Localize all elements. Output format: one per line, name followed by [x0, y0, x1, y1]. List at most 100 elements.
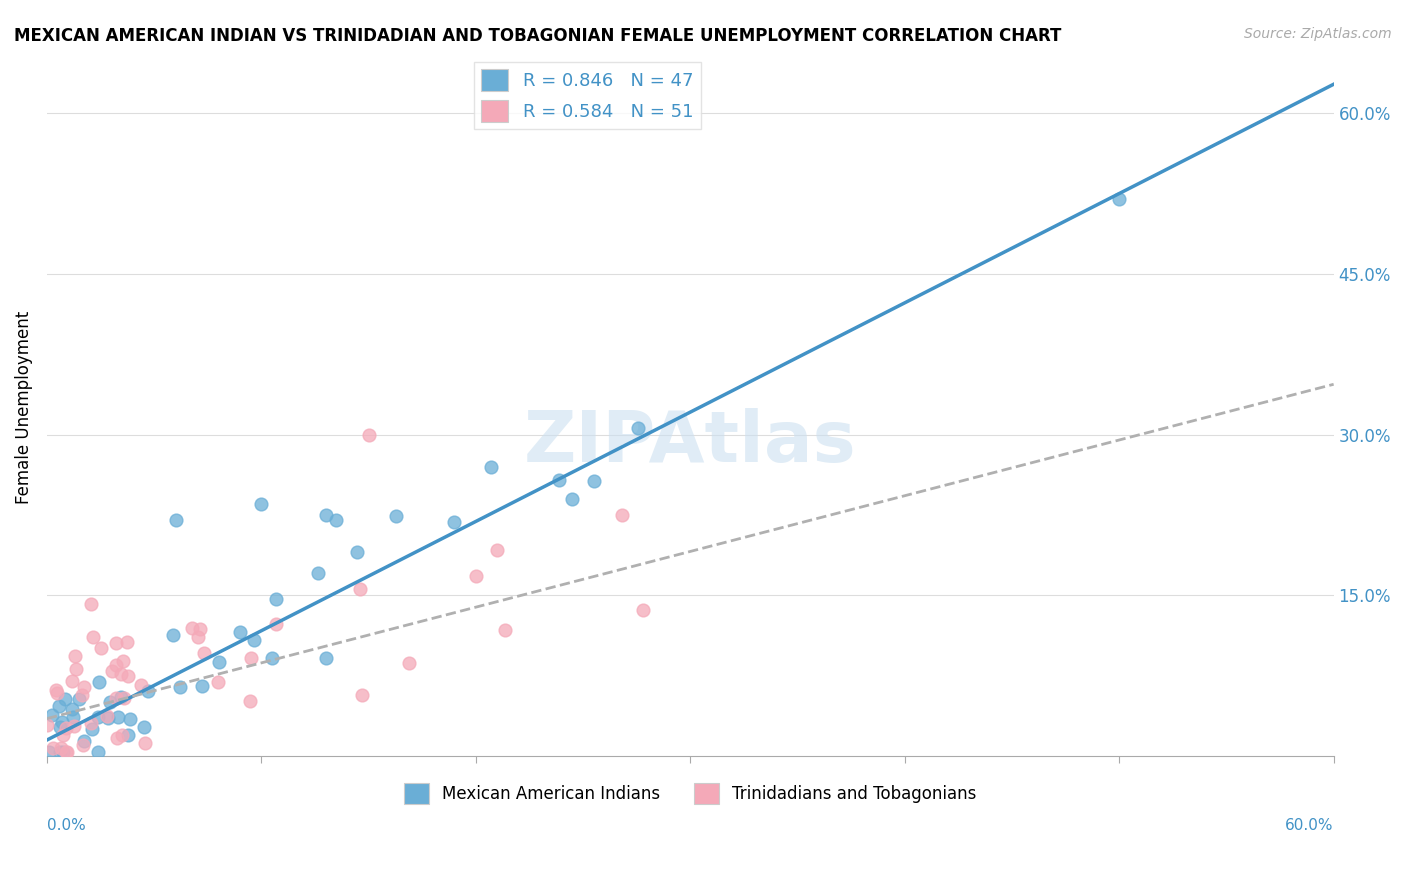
Point: [349, 582, 371, 596]
Point: [38, 745, 60, 759]
Point: [67, 692, 90, 706]
Point: [134, 736, 156, 750]
Point: [90, 640, 112, 655]
Point: [117, 728, 139, 742]
Point: [104, 690, 127, 705]
Point: [627, 421, 650, 435]
Point: [80, 722, 103, 736]
Point: [80, 716, 103, 731]
Point: [193, 646, 215, 660]
Point: [97, 711, 120, 725]
Point: [494, 623, 516, 637]
Point: [60, 673, 83, 688]
Point: [169, 680, 191, 694]
Point: [162, 628, 184, 642]
Point: [98, 695, 121, 709]
Text: Source: ZipAtlas.com: Source: ZipAtlas.com: [1244, 27, 1392, 41]
Point: [266, 617, 288, 632]
Point: [190, 679, 212, 693]
Point: [49, 740, 72, 755]
Text: 0.0%: 0.0%: [46, 818, 86, 833]
Point: [582, 474, 605, 488]
Point: [72, 680, 94, 694]
Point: [107, 710, 129, 724]
Point: [37, 718, 59, 732]
Point: [243, 633, 266, 648]
Point: [136, 683, 159, 698]
Point: [63, 719, 86, 733]
Point: [87, 710, 110, 724]
Text: 60.0%: 60.0%: [1285, 818, 1334, 833]
Point: [45, 682, 67, 697]
Text: ZIPAtlas: ZIPAtlas: [524, 409, 856, 477]
Point: [229, 624, 252, 639]
Point: [1108, 192, 1130, 206]
Point: [443, 515, 465, 529]
Point: [89, 675, 111, 690]
Point: [41, 708, 63, 723]
Point: [240, 651, 263, 665]
Point: [250, 497, 273, 511]
Point: [87, 745, 110, 759]
Point: [105, 658, 128, 673]
Point: [548, 473, 571, 487]
Point: [131, 678, 153, 692]
Point: [55, 745, 77, 759]
Point: [110, 667, 132, 681]
Text: MEXICAN AMERICAN INDIAN VS TRINIDADIAN AND TOBAGONIAN FEMALE UNEMPLOYMENT CORREL: MEXICAN AMERICAN INDIAN VS TRINIDADIAN A…: [14, 27, 1062, 45]
Point: [52, 745, 75, 759]
Point: [42, 741, 65, 756]
Point: [46, 686, 69, 700]
Point: [325, 513, 347, 527]
Point: [112, 691, 135, 706]
Point: [53, 692, 76, 706]
Point: [346, 545, 368, 559]
Point: [80, 597, 103, 611]
Point: [70, 688, 93, 702]
Point: [398, 657, 420, 671]
Point: [51, 714, 73, 729]
Point: [105, 731, 128, 745]
Point: [464, 569, 486, 583]
Point: [479, 459, 502, 474]
Point: [120, 712, 142, 726]
Point: [52, 727, 75, 741]
Point: [48, 698, 70, 713]
Point: [111, 728, 134, 742]
Point: [208, 655, 231, 669]
Point: [207, 675, 229, 690]
Point: [264, 591, 287, 606]
Point: [633, 602, 655, 616]
Point: [315, 508, 337, 522]
Y-axis label: Female Unemployment: Female Unemployment: [15, 311, 32, 505]
Point: [117, 669, 139, 683]
Point: [181, 621, 204, 635]
Point: [187, 630, 209, 644]
Point: [115, 634, 138, 648]
Point: [610, 508, 633, 523]
Point: [96, 709, 118, 723]
Point: [110, 690, 132, 704]
Point: [188, 622, 211, 636]
Point: [55, 745, 77, 759]
Point: [60, 702, 83, 716]
Point: [165, 513, 187, 527]
Point: [350, 689, 373, 703]
Point: [561, 491, 583, 506]
Point: [100, 664, 122, 678]
Point: [63, 648, 86, 663]
Point: [315, 650, 337, 665]
Point: [65, 662, 87, 676]
Legend: Mexican American Indians, Trinidadians and Tobagonians: Mexican American Indians, Trinidadians a…: [398, 777, 983, 811]
Point: [262, 651, 284, 665]
Point: [49, 745, 72, 759]
Point: [49, 720, 72, 734]
Point: [132, 720, 155, 734]
Point: [72, 739, 94, 753]
Point: [486, 543, 509, 558]
Point: [55, 721, 77, 735]
Point: [105, 636, 128, 650]
Point: [62, 710, 84, 724]
Point: [112, 654, 135, 668]
Point: [239, 694, 262, 708]
